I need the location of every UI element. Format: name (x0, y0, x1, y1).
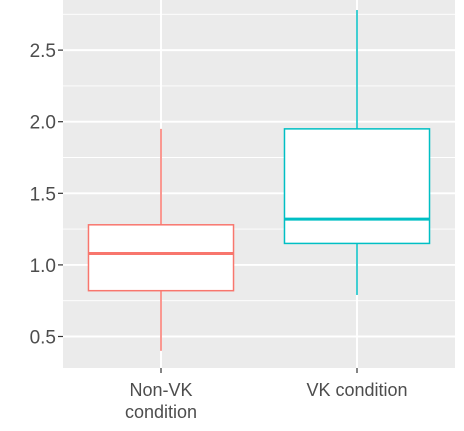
box-1 (87, 128, 235, 351)
box-2 (283, 10, 431, 295)
y-tick-label: 1.5 (30, 184, 56, 205)
boxes (87, 10, 431, 351)
x-tick-label-line: VK condition (306, 380, 407, 400)
x-axis: Non-VK condition VK condition (125, 368, 408, 422)
y-tick-label: 1.0 (30, 256, 56, 277)
interquartile-box (283, 128, 431, 245)
x-tick-label-line: Non-VK (129, 380, 192, 400)
y-axis: 0.5 1.0 1.5 2.0 2.5 (30, 41, 63, 348)
x-tick-label: Non-VK condition (125, 380, 197, 422)
interquartile-box (87, 224, 235, 292)
x-tick-label-line: condition (125, 402, 197, 422)
y-tick-label: 2.5 (30, 41, 56, 62)
y-tick-label: 2.0 (30, 113, 56, 134)
y-tick-label: 0.5 (30, 327, 56, 348)
x-tick-label: VK condition (306, 380, 407, 400)
